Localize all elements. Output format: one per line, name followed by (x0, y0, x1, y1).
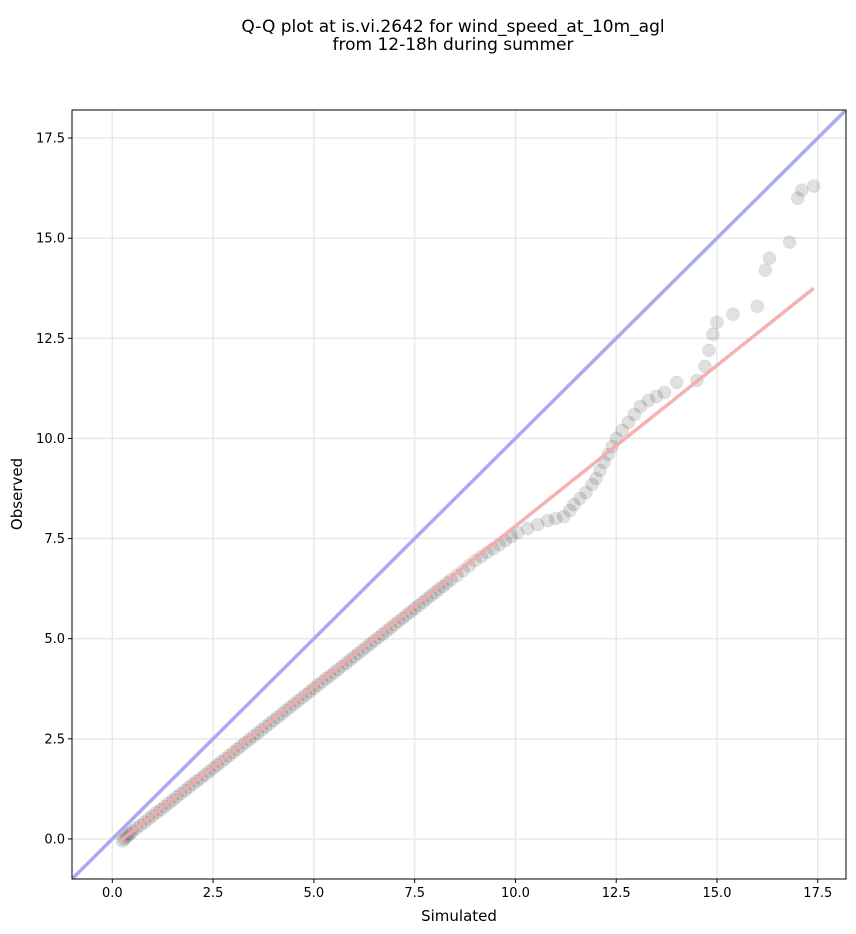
data-point (701, 343, 716, 358)
data-point (540, 513, 555, 528)
data-point (627, 407, 642, 422)
x-axis-label: Simulated (421, 907, 497, 925)
x-tick-label: 15.0 (703, 886, 732, 901)
x-tick-label: 0.0 (102, 886, 123, 901)
data-point (621, 415, 636, 430)
fit-line (119, 286, 815, 843)
data-point (556, 509, 571, 524)
data-point (593, 463, 608, 478)
data-point (585, 477, 600, 492)
data-point (705, 327, 720, 342)
y-axis-ticks: 0.0 2.5 5.0 7.5 10.0 12.5 15.0 17.5 (36, 132, 72, 847)
data-point (790, 191, 805, 206)
data-point (710, 315, 724, 330)
data-point (762, 251, 777, 266)
data-point (572, 491, 587, 506)
data-point (578, 485, 593, 500)
data-points (115, 179, 821, 848)
data-point (566, 497, 581, 512)
data-point (649, 389, 664, 404)
chart-subtitle: from 12-18h during summer (333, 35, 574, 55)
y-tick-label: 7.5 (44, 532, 65, 547)
y-tick-label: 10.0 (36, 432, 65, 447)
y-tick-label: 2.5 (44, 732, 65, 747)
data-point (562, 503, 577, 518)
data-point (750, 299, 765, 314)
identity-line (72, 110, 846, 879)
x-tick-label: 7.5 (404, 886, 425, 901)
x-tick-label: 5.0 (304, 886, 325, 901)
data-point (589, 471, 604, 486)
data-point (794, 183, 809, 198)
plot-frame (71, 109, 847, 880)
y-tick-label: 17.5 (36, 132, 65, 147)
x-axis-ticks: 0.0 2.5 5.0 7.5 10.0 12.5 15.0 17.5 (102, 879, 832, 901)
data-point (726, 307, 741, 322)
x-tick-label: 10.0 (501, 886, 530, 901)
data-point (806, 179, 821, 194)
y-axis-label: Observed (8, 458, 26, 530)
data-point (657, 385, 672, 400)
data-point (520, 521, 535, 536)
y-tick-label: 12.5 (36, 332, 65, 347)
x-tick-label: 12.5 (602, 886, 631, 901)
y-tick-label: 5.0 (44, 632, 65, 647)
grid-lines (72, 110, 846, 879)
y-tick-label: 0.0 (44, 832, 65, 847)
plot-area (72, 110, 846, 879)
data-point (782, 235, 797, 250)
chart-title: Q-Q plot at is.vi.2642 for wind_speed_at… (241, 17, 664, 37)
data-point (548, 511, 563, 526)
data-point (530, 517, 545, 532)
data-point (758, 263, 773, 278)
data-point (633, 399, 648, 414)
x-tick-label: 17.5 (803, 886, 832, 901)
data-point (615, 423, 630, 438)
data-point (669, 375, 684, 390)
x-tick-label: 2.5 (203, 886, 224, 901)
y-tick-label: 15.0 (36, 232, 65, 247)
data-point (641, 393, 656, 408)
